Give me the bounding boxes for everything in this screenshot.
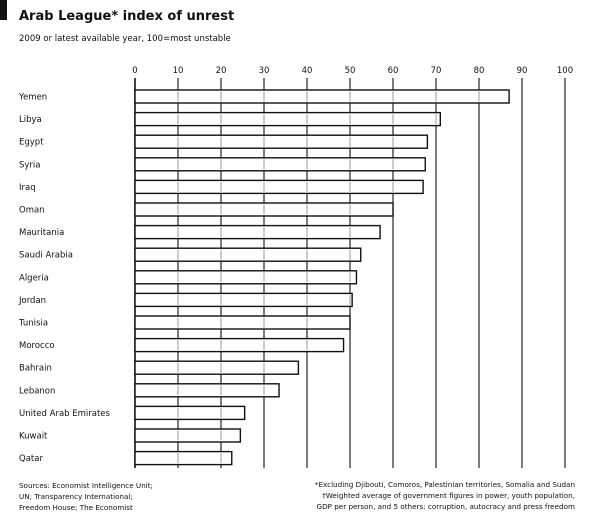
- category-label: United Arab Emirates: [19, 409, 111, 419]
- bar: [134, 111, 441, 127]
- bar: [134, 405, 246, 421]
- bar: [134, 428, 242, 443]
- bar: [134, 450, 233, 466]
- chart-title: Arab League* index of unrest: [19, 9, 235, 24]
- bar: [134, 360, 300, 375]
- sources-note: Sources: Economist Intelligence Unit; UN…: [19, 480, 153, 513]
- category-label: Oman: [19, 206, 45, 216]
- footnote-line-1: *Excluding Djibouti, Comoros, Palestinia…: [314, 480, 575, 489]
- x-tick-label: 40: [302, 66, 313, 76]
- x-tick-label: 70: [431, 66, 442, 76]
- category-label: Iraq: [19, 183, 36, 193]
- x-tick-label: 60: [388, 66, 399, 76]
- category-label: Bahrain: [19, 364, 52, 374]
- category-label: Kuwait: [19, 432, 48, 442]
- category-label: Mauritania: [19, 228, 64, 238]
- chart-subtitle: 2009 or latest available year, 100=most …: [19, 34, 231, 44]
- bar: [134, 179, 424, 195]
- x-tick-label: 0: [132, 66, 137, 76]
- category-label: Algeria: [19, 273, 49, 283]
- category-label: Saudi Arabia: [19, 251, 73, 261]
- category-label: Lebanon: [19, 386, 55, 396]
- sources-line-1: Sources: Economist Intelligence Unit;: [19, 481, 153, 490]
- bar: [134, 157, 426, 172]
- category-label: Morocco: [19, 341, 55, 351]
- bar: [134, 315, 351, 330]
- category-label: Jordan: [18, 296, 46, 306]
- sources-line-2: UN; Transparency International;: [19, 492, 133, 501]
- category-label: Tunisia: [18, 319, 48, 329]
- category-label: Yemen: [18, 93, 47, 103]
- footnote-line-2: †Weighted average of government figures …: [322, 491, 575, 500]
- category-label: Egypt: [19, 138, 44, 148]
- category-label: Libya: [19, 115, 42, 125]
- category-label: Syria: [19, 160, 41, 170]
- x-tick-label: 90: [517, 66, 528, 76]
- bar: [134, 337, 345, 353]
- x-tick-label: 100: [557, 66, 573, 76]
- x-tick-label: 80: [474, 66, 485, 76]
- category-label: Qatar: [19, 454, 43, 464]
- bar: [134, 224, 381, 240]
- corner-marker: [0, 0, 7, 20]
- footnotes: *Excluding Djibouti, Comoros, Palestinia…: [315, 479, 575, 512]
- x-tick-label: 50: [345, 66, 356, 76]
- bar: [134, 383, 280, 398]
- bar: [134, 134, 429, 149]
- bar: [134, 247, 362, 262]
- x-tick-label: 20: [216, 66, 227, 76]
- bar: [134, 292, 353, 308]
- x-tick-label: 10: [173, 66, 184, 76]
- bar: [134, 270, 358, 285]
- x-tick-label: 30: [259, 66, 270, 76]
- footnote-line-3: GDP per person, and 5 others: corruption…: [316, 502, 575, 511]
- sources-line-3: Freedom House; The Economist: [19, 503, 133, 512]
- bar: [134, 89, 510, 104]
